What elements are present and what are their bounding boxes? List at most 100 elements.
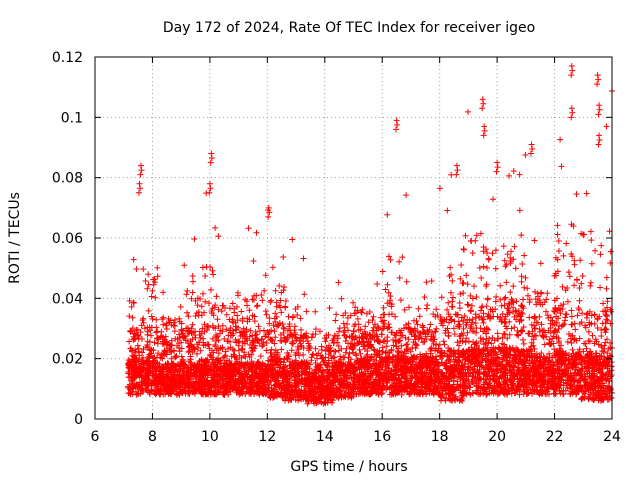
data-point bbox=[405, 336, 412, 343]
data-point bbox=[169, 362, 176, 369]
data-point bbox=[465, 301, 472, 308]
data-point bbox=[197, 296, 204, 303]
data-point bbox=[278, 309, 285, 316]
data-point bbox=[126, 313, 133, 320]
data-point bbox=[202, 298, 209, 305]
data-point bbox=[259, 297, 266, 304]
data-point bbox=[207, 264, 214, 271]
data-point bbox=[440, 338, 447, 345]
data-point bbox=[154, 273, 161, 280]
data-point bbox=[465, 108, 472, 115]
data-point bbox=[132, 346, 139, 353]
data-point bbox=[166, 319, 173, 326]
data-point bbox=[516, 207, 523, 214]
data-point bbox=[125, 390, 132, 397]
data-point bbox=[127, 328, 134, 335]
data-point bbox=[138, 335, 145, 342]
data-point bbox=[177, 303, 184, 310]
data-point bbox=[133, 368, 140, 375]
data-point bbox=[145, 354, 152, 361]
data-point bbox=[359, 335, 366, 342]
data-point bbox=[144, 331, 151, 338]
data-point bbox=[171, 328, 178, 335]
data-point bbox=[168, 369, 175, 376]
data-point bbox=[157, 377, 164, 384]
data-point bbox=[172, 316, 179, 323]
data-point bbox=[445, 299, 452, 306]
data-point bbox=[135, 348, 142, 355]
data-point bbox=[519, 336, 526, 343]
data-point bbox=[396, 258, 403, 265]
data-point bbox=[519, 260, 526, 267]
data-point bbox=[210, 271, 217, 278]
data-point bbox=[149, 287, 156, 294]
data-point bbox=[267, 299, 274, 306]
data-point bbox=[185, 343, 192, 350]
data-point bbox=[173, 390, 180, 397]
data-point bbox=[131, 354, 138, 361]
data-point bbox=[127, 345, 134, 352]
data-point bbox=[460, 246, 467, 253]
data-point bbox=[257, 327, 264, 334]
data-point bbox=[138, 349, 145, 356]
data-point bbox=[262, 308, 269, 315]
data-point bbox=[144, 324, 151, 331]
data-point bbox=[526, 314, 533, 321]
data-point bbox=[132, 355, 139, 362]
data-point bbox=[190, 388, 197, 395]
data-point bbox=[151, 354, 158, 361]
data-point bbox=[467, 237, 474, 244]
data-point bbox=[187, 373, 194, 380]
data-point bbox=[153, 316, 160, 323]
data-point bbox=[231, 309, 238, 316]
data-point bbox=[414, 321, 421, 328]
data-point bbox=[298, 326, 305, 333]
data-point bbox=[485, 256, 492, 263]
data-point bbox=[480, 263, 487, 270]
data-point bbox=[181, 365, 188, 372]
data-point bbox=[387, 256, 394, 263]
data-point bbox=[184, 340, 191, 347]
data-point bbox=[173, 385, 180, 392]
data-point bbox=[467, 307, 474, 314]
data-point bbox=[503, 279, 510, 286]
data-point bbox=[198, 356, 205, 363]
data-point bbox=[145, 281, 152, 288]
data-point bbox=[205, 300, 212, 307]
data-point bbox=[128, 303, 135, 310]
data-point bbox=[272, 310, 279, 317]
data-point bbox=[168, 355, 175, 362]
data-point bbox=[163, 322, 170, 329]
data-point bbox=[380, 304, 387, 311]
data-point bbox=[198, 303, 205, 310]
data-point bbox=[189, 361, 196, 368]
data-point bbox=[468, 302, 475, 309]
data-point bbox=[404, 341, 411, 348]
data-point bbox=[215, 306, 222, 313]
data-point bbox=[276, 282, 283, 289]
data-point bbox=[205, 341, 212, 348]
data-point bbox=[462, 339, 469, 346]
data-point bbox=[332, 348, 339, 355]
data-point bbox=[178, 353, 185, 360]
data-point bbox=[142, 278, 149, 285]
data-point bbox=[186, 348, 193, 355]
data-point bbox=[134, 342, 141, 349]
data-point bbox=[423, 279, 430, 286]
data-point bbox=[480, 319, 487, 326]
data-point bbox=[162, 391, 169, 398]
data-point bbox=[322, 338, 329, 345]
data-point bbox=[184, 364, 191, 371]
data-point bbox=[463, 335, 470, 342]
data-point bbox=[156, 361, 163, 368]
data-point bbox=[180, 334, 187, 341]
data-point bbox=[152, 279, 159, 286]
data-point bbox=[184, 376, 191, 383]
data-point bbox=[460, 279, 467, 286]
data-point bbox=[133, 326, 140, 333]
data-point bbox=[208, 286, 215, 293]
data-point bbox=[192, 334, 199, 341]
data-point bbox=[471, 283, 478, 290]
data-point bbox=[340, 320, 347, 327]
